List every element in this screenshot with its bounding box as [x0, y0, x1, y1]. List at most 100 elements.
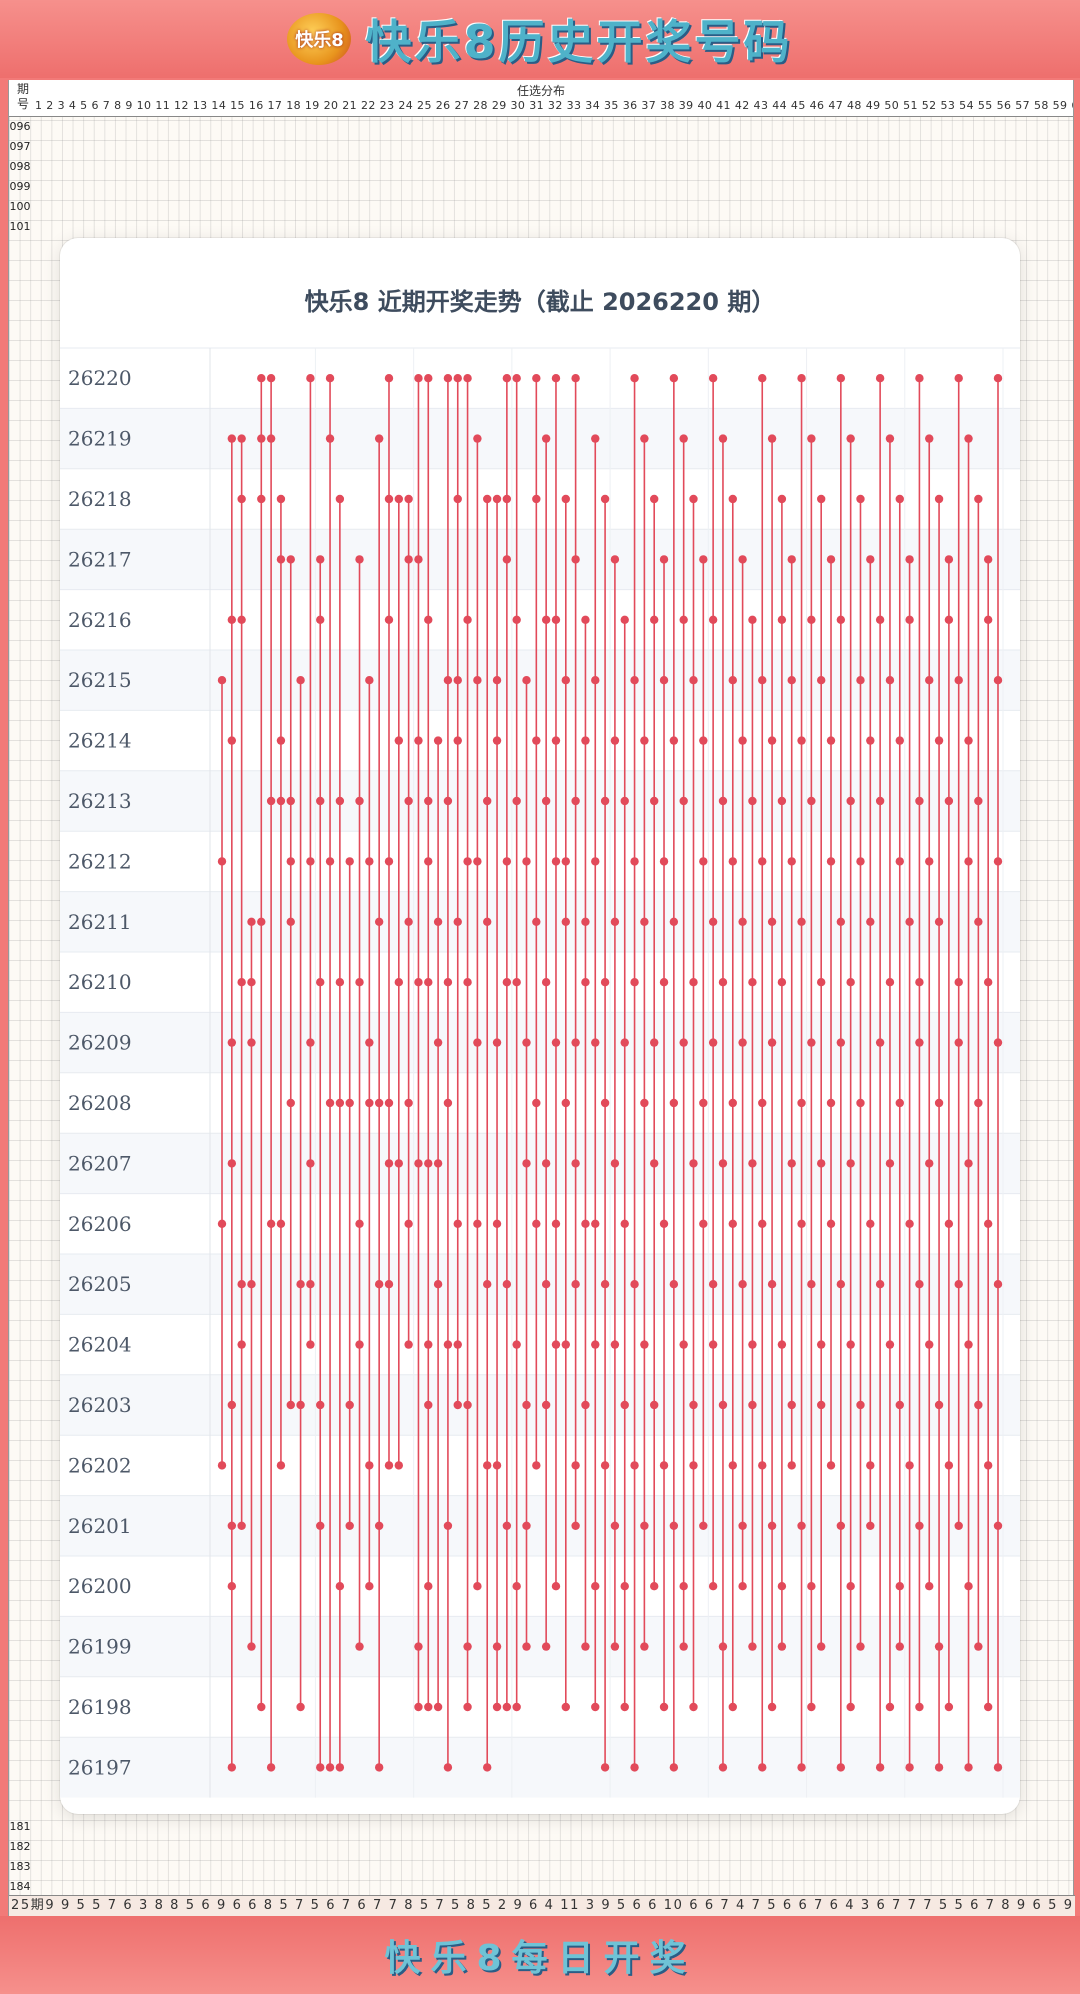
draw-point: [227, 1400, 237, 1410]
draw-point: [718, 1400, 728, 1410]
draw-point: [581, 1400, 590, 1410]
draw-point: [316, 1763, 325, 1772]
draw-point: [875, 374, 885, 383]
draw-point: [453, 917, 462, 926]
draw-point: [974, 1400, 983, 1410]
draw-point: [316, 1521, 325, 1531]
y-tick-label: 26215: [68, 668, 132, 692]
draw-point: [983, 555, 993, 564]
draw-point: [934, 494, 944, 504]
draw-point: [826, 857, 836, 866]
draw-point: [414, 1642, 423, 1651]
draw-point: [433, 1280, 443, 1289]
y-tick-label: 26204: [68, 1333, 132, 1357]
draw-point: [846, 1340, 855, 1349]
draw-point: [591, 1038, 600, 1047]
draw-point: [424, 796, 433, 806]
draw-point: [276, 736, 286, 745]
draw-point: [758, 1763, 767, 1772]
draw-point: [620, 1582, 629, 1591]
draw-point: [384, 494, 394, 504]
draw-point: [355, 978, 364, 987]
draw-point: [365, 857, 374, 866]
draw-point: [257, 494, 266, 504]
draw-point: [541, 1159, 551, 1168]
draw-point: [443, 1098, 453, 1108]
draw-point: [895, 1400, 904, 1410]
row-band: [60, 1314, 1020, 1375]
draw-point: [758, 676, 767, 685]
draw-point: [816, 1159, 826, 1168]
draw-point: [325, 857, 335, 866]
draw-point: [522, 1642, 531, 1651]
draw-point: [846, 1582, 855, 1591]
draw-point: [561, 917, 570, 926]
draw-point: [610, 1159, 620, 1168]
draw-point: [767, 917, 777, 926]
draw-point: [689, 1159, 698, 1168]
draw-point: [296, 1702, 305, 1712]
y-tick-label: 26217: [68, 547, 132, 571]
sheet-row-number: 097: [9, 140, 31, 153]
draw-point: [404, 555, 413, 564]
draw-point: [276, 555, 286, 564]
draw-point: [787, 1400, 796, 1410]
draw-point: [404, 917, 413, 926]
draw-point: [866, 1461, 875, 1470]
row-band: [60, 1495, 1020, 1556]
draw-point: [866, 1219, 875, 1228]
draw-point: [522, 1038, 531, 1047]
draw-point: [502, 1280, 512, 1289]
draw-point: [551, 1038, 561, 1047]
draw-point: [846, 796, 855, 806]
draw-point: [394, 736, 404, 745]
draw-point: [610, 1340, 620, 1349]
draw-point: [374, 1521, 384, 1531]
draw-point: [581, 917, 590, 926]
draw-point: [414, 736, 423, 745]
draw-point: [797, 1521, 806, 1531]
draw-point: [257, 374, 266, 383]
draw-point: [944, 615, 954, 624]
draw-point: [443, 1340, 453, 1349]
draw-point: [335, 978, 345, 987]
y-tick-label: 26218: [68, 487, 132, 511]
draw-point: [591, 1582, 600, 1591]
draw-point: [954, 676, 963, 685]
draw-point: [473, 1038, 482, 1047]
draw-point: [433, 1702, 443, 1712]
draw-point: [610, 555, 620, 564]
draw-point: [600, 796, 610, 806]
draw-point: [748, 615, 757, 624]
y-tick-label: 26219: [68, 427, 132, 451]
draw-point: [424, 1702, 433, 1712]
draw-point: [925, 1582, 934, 1591]
draw-point: [934, 1098, 944, 1108]
draw-point: [473, 1219, 482, 1228]
sheet-header-numbers: 1 2 3 4 5 6 7 8 9 10 11 12 13 14 15 16 1…: [35, 99, 1073, 112]
draw-point: [925, 434, 934, 443]
draw-point: [355, 1340, 364, 1349]
draw-point: [581, 978, 590, 987]
draw-point: [640, 917, 649, 926]
draw-point: [915, 978, 924, 987]
draw-point: [925, 676, 934, 685]
draw-point: [227, 1582, 237, 1591]
draw-point: [325, 374, 335, 383]
draw-point: [708, 1038, 718, 1047]
draw-point: [247, 917, 256, 926]
draw-point: [512, 1340, 521, 1349]
draw-point: [826, 1098, 836, 1108]
draw-point: [374, 1098, 384, 1108]
chart-title: 快乐8 近期开奖走势（截止 2026220 期）: [304, 288, 776, 316]
draw-point: [404, 1219, 413, 1228]
draw-point: [345, 1521, 354, 1531]
draw-point: [355, 555, 364, 564]
draw-point: [620, 1400, 629, 1410]
draw-point: [689, 978, 698, 987]
draw-point: [453, 1340, 462, 1349]
draw-point: [335, 1763, 345, 1772]
draw-point: [384, 1159, 394, 1168]
draw-point: [502, 494, 512, 504]
row-band: [60, 650, 1020, 711]
